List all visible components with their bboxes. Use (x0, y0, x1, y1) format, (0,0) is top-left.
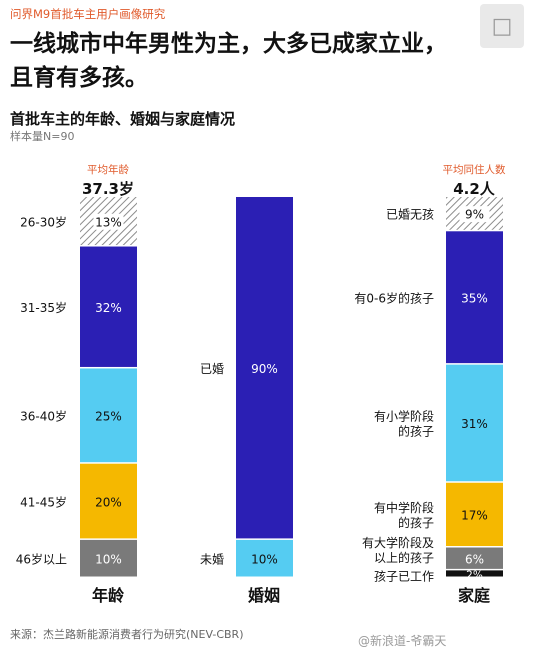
bar-segment (80, 246, 137, 367)
headline: 一线城市中年男性为主，大多已成家立业，且育有多孩。 (10, 31, 447, 91)
data-label: 13% (95, 215, 122, 229)
data-label: 35% (461, 291, 488, 305)
data-label: 9% (465, 208, 484, 222)
value-label-bg (459, 206, 490, 223)
data-label: 10% (95, 552, 122, 566)
avg-age-value: 37.3岁 (81, 180, 134, 198)
sample-size: 样本量N=90 (10, 130, 75, 143)
segment-label: 有0-6岁的孩子 (354, 290, 434, 305)
data-label: 90% (251, 362, 278, 376)
data-label: 17% (461, 509, 488, 523)
chart-subtitle: 首批车主的年龄、婚姻与家庭情况 (10, 110, 236, 128)
data-label: 32% (95, 301, 122, 315)
bar-segment (236, 539, 293, 577)
avg-age: 平均年龄 37.3岁 (68, 162, 148, 199)
app-badge-icon: □ (480, 4, 524, 48)
segment-label: 已婚无孩 (386, 208, 434, 222)
segment-label: 的孩子 (398, 424, 434, 439)
data-label: 6% (465, 552, 484, 566)
segment-label: 未婚 (200, 552, 224, 566)
bar-segment (236, 197, 293, 539)
data-label: 20% (95, 495, 122, 509)
segment-label: 有大学阶段及 (362, 535, 434, 550)
data-label: 25% (95, 410, 122, 424)
category-label-age: 年龄 (91, 586, 124, 605)
category-label-family: 家庭 (457, 586, 490, 605)
source-note: 来源：杰兰路新能源消费者行为研究(NEV-CBR) (10, 628, 244, 641)
segment-label: 26-30岁 (20, 214, 67, 229)
data-label: 31% (461, 417, 488, 431)
bar-segment (446, 364, 503, 482)
report-tag: 问界M9首批车主用户画像研究 (10, 7, 166, 21)
segment-label: 46岁以上 (16, 551, 67, 566)
data-label: 10% (251, 552, 278, 566)
segment-label: 31-35岁 (20, 300, 67, 315)
segment-label: 孩子已工作 (374, 570, 434, 584)
avg-age-label: 平均年龄 (87, 164, 129, 176)
bar-segment (80, 463, 137, 539)
avg-household-value: 4.2人 (453, 180, 495, 198)
segment-label: 36-40岁 (20, 409, 67, 424)
bar-segment (80, 368, 137, 463)
segment-label: 有中学阶段 (374, 500, 434, 515)
bar-segment (446, 482, 503, 547)
segment-label: 有小学阶段 (374, 409, 434, 424)
category-label-marriage: 婚姻 (247, 586, 280, 605)
bar-segment (446, 231, 503, 364)
segment-label: 已婚 (200, 362, 224, 376)
segment-label: 以上的孩子 (374, 550, 434, 565)
data-label: 2% (466, 570, 483, 582)
segment-label: 41-45岁 (20, 494, 67, 509)
segment-label: 的孩子 (398, 515, 434, 530)
avg-household-label: 平均同住人数 (442, 164, 506, 176)
avg-household: 平均同住人数 4.2人 (424, 162, 524, 199)
bar-segment (80, 539, 137, 577)
watermark: @新浪道-爷霸天 (358, 634, 447, 648)
bar-segment (446, 547, 503, 569)
bar-segment (446, 570, 503, 577)
value-label-bg (93, 213, 124, 230)
